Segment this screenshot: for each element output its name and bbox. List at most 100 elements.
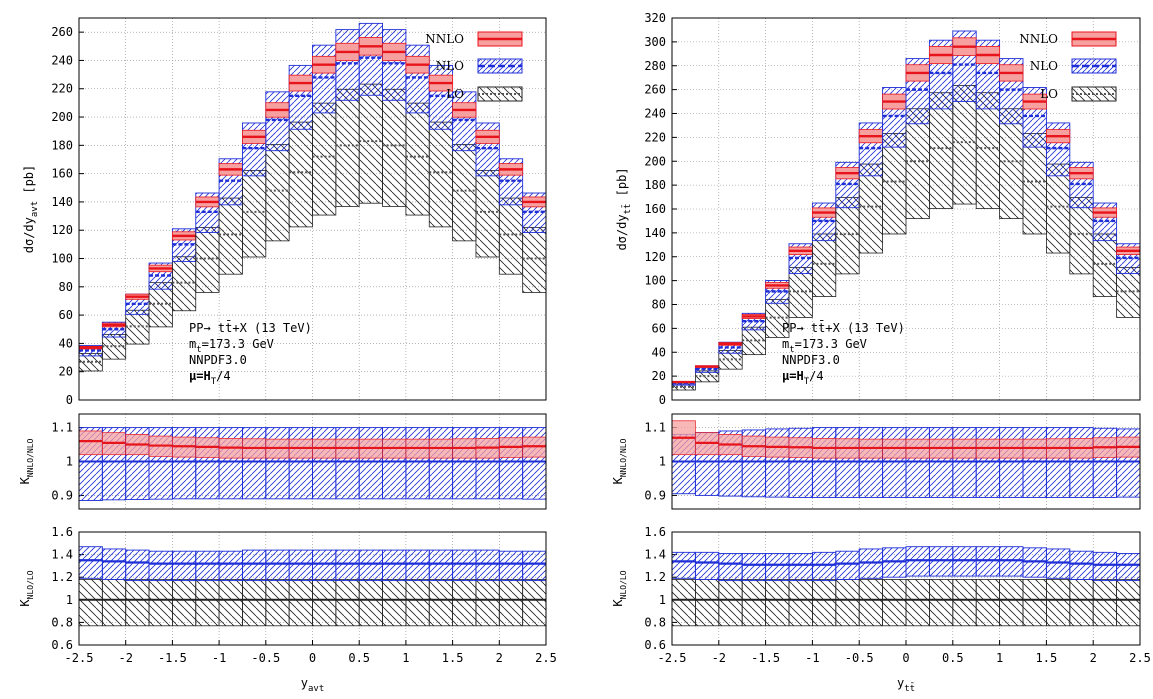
y-tick-label: 140 [51,195,73,209]
annotation-scale-value: /4 [216,369,230,383]
y-tick-label: 1 [659,455,666,469]
ratio-nnlo-nlo-y-label-text: K [18,476,32,484]
lo-ratio-band [765,579,790,627]
nlo-ratio-band [718,553,743,582]
process-annotation: PP→ tt̄+X (13 TeV)mt=173.3 GeVNNPDF3.0μ=… [189,320,312,387]
y-tick-label: 220 [644,130,666,144]
ratio-nlo-lo-y-label: KNLO/LO [611,570,628,606]
lo-band-bar [882,133,907,235]
x-tick-label: 0 [309,651,316,665]
ratio-nnlo-nlo-y-label-subscript: NNLO/NLO [619,438,628,477]
lo-band-bar [1046,163,1071,254]
lo-ratio-band [265,579,290,627]
ratio-nlo-lo-y-label-subscript: NLO/LO [619,570,628,599]
lo-ratio-band [858,579,884,627]
lo-band-bar [335,88,360,207]
nlo-ratio-band [835,427,860,498]
nlo-ratio-band [952,427,977,498]
legend-label-lo: LO [446,87,464,101]
nlo-ratio-band [428,549,454,582]
lo-band-bar [288,121,313,228]
lo-ratio-band [405,579,430,627]
x-tick-label: -2 [712,651,726,665]
nlo-ratio-band [882,427,907,498]
lo-band-bar [952,85,977,205]
x-tick-label: -2.5 [65,651,94,665]
annotation-scale: μ=HT/4 [189,369,231,387]
main-y-axis-label: dσ/dyavt [pb] [22,165,40,254]
lo-band-bar [101,334,127,360]
nlo-ratio-band [312,427,337,500]
lo-band-bar [125,309,150,345]
lo-ratio-band [242,579,267,627]
nnlo-ratio-band [78,430,103,456]
y-tick-label: 260 [644,83,666,97]
lo-band-bar [195,226,220,293]
annotation-mass-subscript: t [196,345,201,355]
x-tick-label: -0.5 [251,651,280,665]
y-tick-label: 1.6 [644,525,666,539]
lo-band-bar [265,144,290,242]
nlo-ratio-band [452,427,477,500]
lo-band-bar [382,88,407,207]
x-tick-label: 0.5 [348,651,370,665]
x-tick-label: 2.5 [535,651,557,665]
lo-band-bar [812,233,837,297]
nlo-ratio-band [1116,553,1141,582]
lo-band-bar [171,256,197,312]
main-y-axis-label: dσ/dytt̄ [pb] [615,167,633,250]
nlo-ratio-band [358,427,384,500]
x-tick-label: -1.5 [751,651,780,665]
y-tick-label: 1 [66,593,73,607]
x-label-subscript: tt̄ [904,682,915,694]
lo-ratio-band [741,579,767,627]
lo-band-bar [929,92,954,209]
y-tick-label: 0.8 [644,615,666,629]
nlo-ratio-band [148,550,173,582]
main-plot: 0 20 40 60 80 100 120 140 160 180 200 220 240 260 NNLO… [22,17,547,407]
annotation-scale-subscript: T [804,377,810,387]
lo-ratio-band [905,579,930,627]
lo-band-bar [522,226,547,293]
x-tick-label: 0 [902,651,909,665]
lo-band-bar [405,102,430,216]
lo-ratio-band [671,579,696,627]
lo-band-bar [358,83,383,204]
y-tick-label: 1.2 [51,570,73,584]
y-tick-label: 0 [659,393,666,407]
lo-band-bar [498,197,524,275]
nlo-band-bar [312,44,337,114]
lo-ratio-band [171,579,197,627]
lo-band-bar [242,170,267,258]
legend-label-nnlo: NNLO [425,32,464,46]
nlo-band-bar [405,44,430,114]
lo-ratio-band [101,579,127,627]
nlo-ratio-band [999,546,1024,577]
legend: NNLO NLO LO [425,31,523,102]
lo-band-bar [999,108,1024,219]
y-tick-label: 0.9 [644,488,666,502]
lo-band-bar [835,197,860,275]
lo-ratio-band [218,579,243,627]
nlo-ratio-band [858,548,884,579]
nlo-ratio-band [452,549,477,582]
y-tick-label: 200 [51,110,73,124]
nlo-ratio-band [195,550,220,582]
nlo-ratio-band [241,427,267,500]
nlo-ratio-band [788,553,813,582]
lo-ratio-band [195,579,220,627]
lo-ratio-band [335,579,360,627]
ratio-nnlo-nlo-y-label: KNNLO/NLO [18,438,35,484]
lo-band-bar [1069,197,1094,275]
legend-label-nlo: NLO [436,59,464,73]
ratio-nnlo-nlo-y-label-text: K [611,476,625,484]
x-tick-label: -1.5 [158,651,187,665]
legend-label-nnlo: NNLO [1019,32,1058,46]
y-tick-label: 80 [652,298,666,312]
ratio-nnlo-nlo-y-label: KNNLO/NLO [611,438,628,484]
y-tick-label: 180 [51,138,73,152]
y-tick-label: 1.1 [51,421,73,435]
lo-band-bar [475,170,500,258]
y-tick-label: 1.4 [644,548,666,562]
